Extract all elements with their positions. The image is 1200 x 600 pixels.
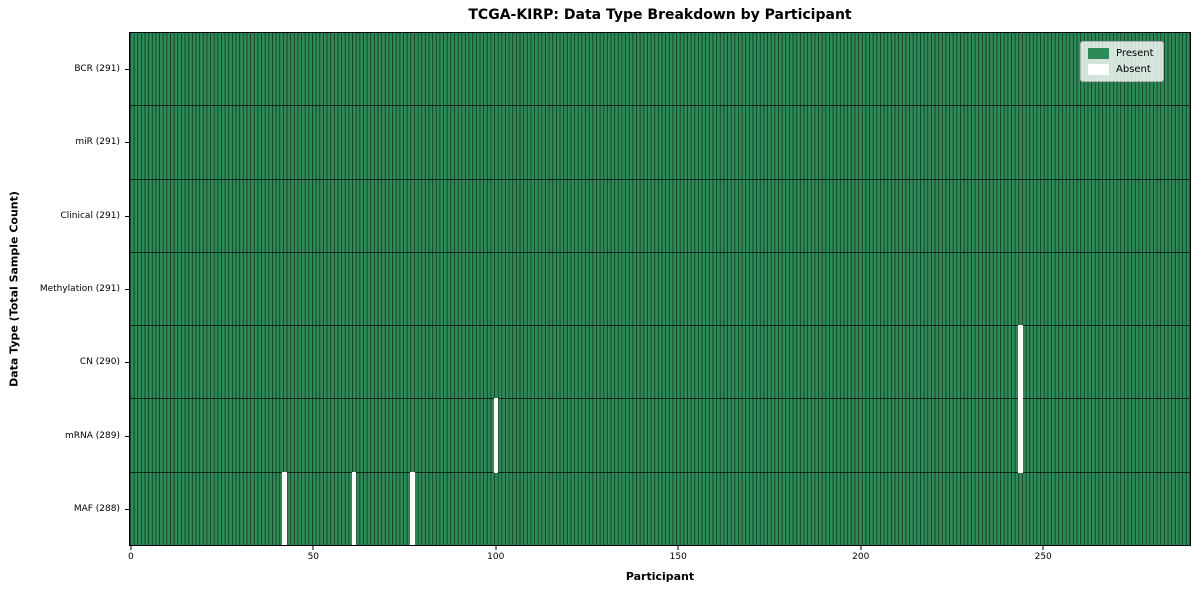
x-tick-label: 100 <box>487 552 505 562</box>
plot-area <box>129 32 1191 546</box>
x-tick <box>495 546 497 550</box>
x-tick <box>312 546 314 550</box>
y-tick <box>125 68 129 70</box>
absent-cell <box>493 398 499 473</box>
x-tick <box>677 546 679 550</box>
x-tick-label: 150 <box>669 552 687 562</box>
y-tick-label: BCR (291) <box>74 63 120 74</box>
data-row-mir <box>130 106 1190 180</box>
x-tick <box>860 546 862 550</box>
data-row-clinical <box>130 179 1190 253</box>
x-tick <box>1042 546 1044 550</box>
y-tick-label: Clinical (291) <box>60 210 120 221</box>
present-swatch-icon <box>1088 48 1109 59</box>
legend-label-absent: Absent <box>1116 64 1151 75</box>
y-tick-label: miR (291) <box>75 137 120 148</box>
y-tick <box>125 509 129 511</box>
x-tick <box>130 546 132 550</box>
y-tick <box>125 215 129 217</box>
y-axis: BCR (291) miR (291) Clinical (291) Methylat… <box>0 32 129 546</box>
absent-cell <box>351 471 357 545</box>
y-tick <box>125 289 129 290</box>
y-tick-label: MAF (288) <box>73 504 120 515</box>
data-row-maf <box>130 471 1190 545</box>
y-tick-label: mRNA (289) <box>65 430 120 441</box>
y-tick <box>125 142 129 144</box>
legend-item-present: Present <box>1088 48 1154 59</box>
absent-cell <box>282 471 288 545</box>
x-tick-label: 50 <box>307 552 320 562</box>
x-axis-label: Participant <box>625 570 695 583</box>
x-tick-label: 200 <box>852 552 870 562</box>
legend: Present Absent <box>1080 41 1164 82</box>
absent-cell <box>1018 325 1023 400</box>
chart-title: TCGA-KIRP: Data Type Breakdown by Partic… <box>468 7 852 23</box>
absent-cell <box>409 471 415 545</box>
y-tick <box>125 435 129 437</box>
y-tick-label: CN (290) <box>79 357 120 368</box>
legend-item-absent: Absent <box>1088 64 1154 75</box>
y-tick-label: Methylation (291) <box>39 284 120 294</box>
y-tick <box>125 362 129 364</box>
absent-cell <box>1018 398 1023 473</box>
x-tick-label: 0 <box>127 552 134 562</box>
data-row-cn <box>130 325 1190 400</box>
x-tick-label: 250 <box>1034 552 1052 562</box>
data-row-bcr <box>130 33 1190 107</box>
legend-label-present: Present <box>1116 48 1154 59</box>
absent-swatch-icon <box>1088 64 1109 75</box>
data-row-methylation <box>130 252 1190 327</box>
data-row-mrna <box>130 398 1190 473</box>
